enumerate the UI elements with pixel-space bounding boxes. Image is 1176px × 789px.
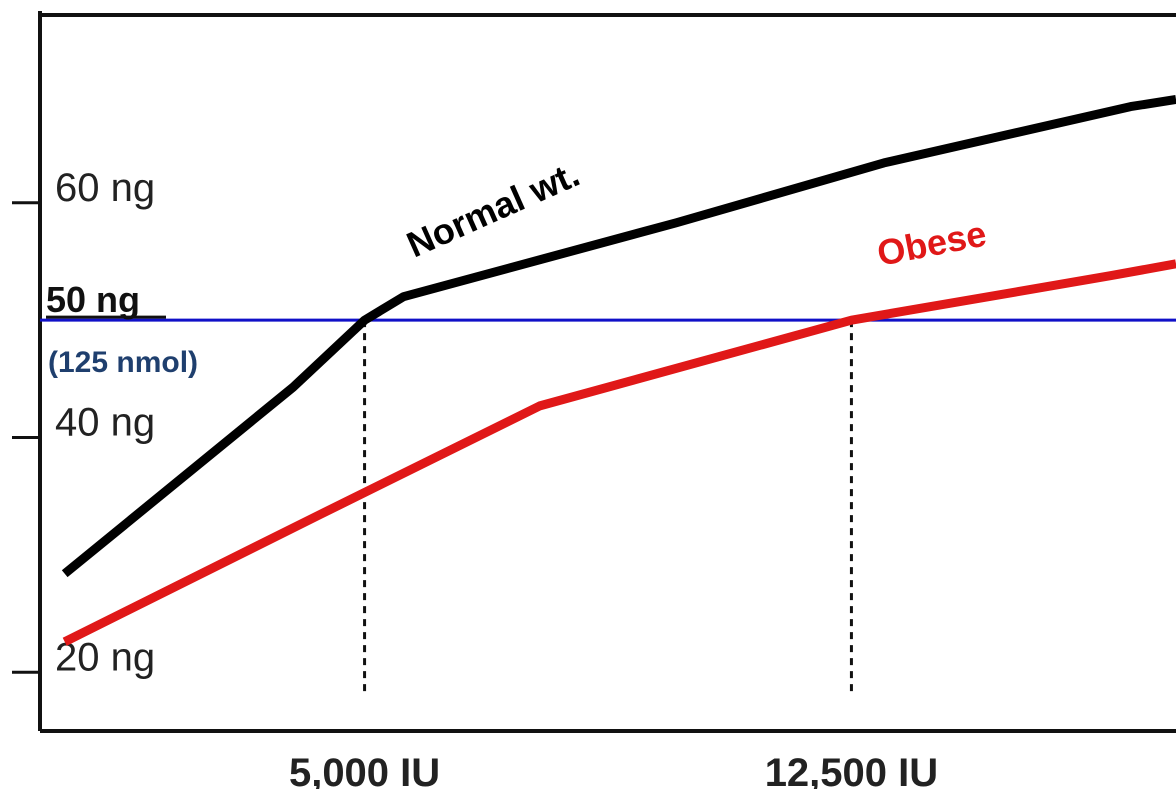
reference-line-group: 50 ng (125 nmol) — [40, 279, 1176, 379]
x-axis: 5,000 IU 12,500 IU — [289, 751, 938, 789]
series-group: Normal wt. Obese — [61, 95, 1176, 646]
drop-lines-group — [363, 320, 853, 695]
reference-line-sublabel: (125 nmol) — [48, 346, 198, 379]
x-tick-label: 12,500 IU — [765, 751, 938, 789]
series-label: Normal wt. — [401, 153, 586, 265]
y-tick-label: 60 ng — [55, 166, 155, 210]
series-line — [61, 95, 1176, 578]
series-label: Obese — [874, 213, 990, 274]
plot-frame — [38, 11, 1176, 733]
series-line — [62, 259, 1176, 646]
x-tick-label: 5,000 IU — [289, 751, 440, 789]
y-tick-label: 40 ng — [55, 401, 155, 445]
reference-line-label: 50 ng — [46, 279, 140, 320]
